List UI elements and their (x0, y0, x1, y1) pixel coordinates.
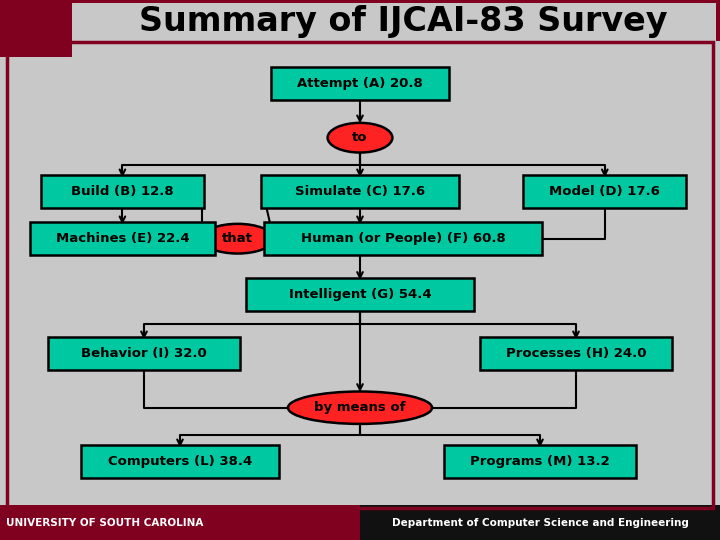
FancyBboxPatch shape (61, 3, 716, 43)
FancyBboxPatch shape (360, 505, 720, 540)
FancyBboxPatch shape (81, 445, 279, 478)
Text: by means of: by means of (314, 401, 406, 414)
Text: UNIVERSITY OF SOUTH CAROLINA: UNIVERSITY OF SOUTH CAROLINA (6, 518, 203, 528)
Ellipse shape (328, 123, 392, 152)
Text: Behavior (I) 32.0: Behavior (I) 32.0 (81, 347, 207, 360)
Text: Build (B) 12.8: Build (B) 12.8 (71, 185, 174, 198)
FancyBboxPatch shape (48, 337, 240, 370)
Text: Attempt (A) 20.8: Attempt (A) 20.8 (297, 77, 423, 90)
Text: Programs (M) 13.2: Programs (M) 13.2 (470, 455, 610, 468)
FancyBboxPatch shape (271, 68, 449, 100)
FancyBboxPatch shape (246, 278, 474, 311)
Text: to: to (352, 131, 368, 144)
FancyBboxPatch shape (0, 0, 72, 57)
FancyBboxPatch shape (523, 175, 686, 208)
Ellipse shape (288, 392, 432, 424)
FancyBboxPatch shape (30, 222, 215, 255)
Text: Summary of IJCAI-83 Survey: Summary of IJCAI-83 Survey (139, 5, 667, 38)
Text: Simulate (C) 17.6: Simulate (C) 17.6 (295, 185, 425, 198)
FancyBboxPatch shape (41, 175, 204, 208)
Text: Processes (H) 24.0: Processes (H) 24.0 (505, 347, 647, 360)
Ellipse shape (202, 224, 274, 253)
Text: that: that (222, 232, 253, 245)
FancyBboxPatch shape (444, 445, 636, 478)
FancyBboxPatch shape (261, 175, 459, 208)
FancyBboxPatch shape (0, 0, 720, 40)
Text: Intelligent (G) 54.4: Intelligent (G) 54.4 (289, 288, 431, 301)
Text: Computers (L) 38.4: Computers (L) 38.4 (108, 455, 252, 468)
FancyBboxPatch shape (0, 505, 360, 540)
FancyBboxPatch shape (480, 337, 672, 370)
FancyBboxPatch shape (264, 222, 542, 255)
Text: Model (D) 17.6: Model (D) 17.6 (549, 185, 660, 198)
Text: Human (or People) (F) 60.8: Human (or People) (F) 60.8 (301, 232, 505, 245)
Text: Machines (E) 22.4: Machines (E) 22.4 (55, 232, 189, 245)
Text: Department of Computer Science and Engineering: Department of Computer Science and Engin… (392, 518, 688, 528)
